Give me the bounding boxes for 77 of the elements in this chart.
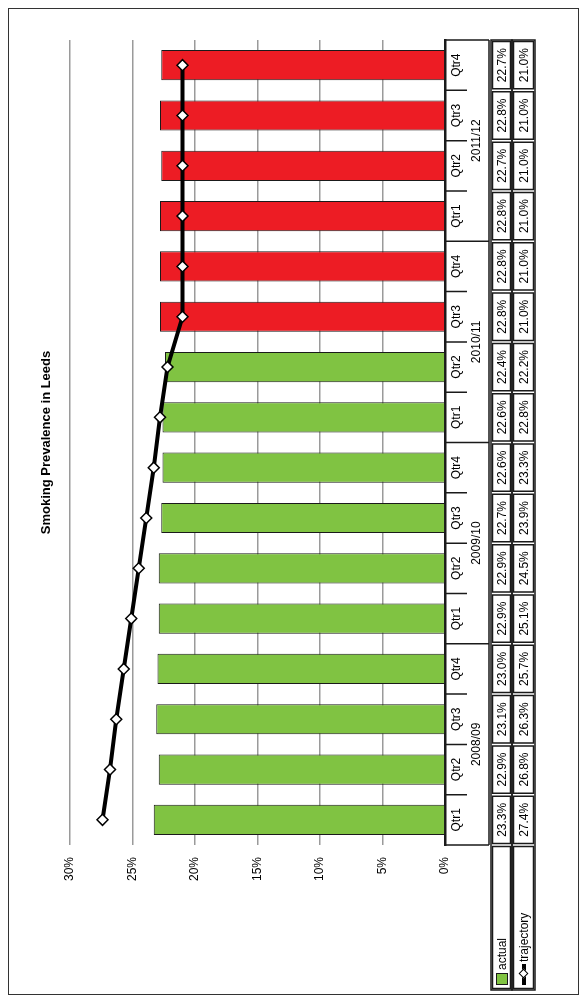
data-label: 23.3% bbox=[516, 450, 531, 485]
y-tick-label: Qtr4 bbox=[449, 656, 464, 681]
point bbox=[176, 209, 189, 223]
data-label: 21.0% bbox=[516, 198, 531, 234]
data-label: 25.1% bbox=[516, 601, 531, 636]
x-tick-label: 15% bbox=[249, 856, 264, 882]
point bbox=[176, 260, 189, 273]
x-tick-label: 5% bbox=[374, 856, 389, 875]
text: 2009/10 bbox=[469, 521, 484, 565]
point bbox=[140, 511, 153, 525]
y-tick-label: Qtr3 bbox=[449, 707, 464, 731]
text: 2008/09 bbox=[469, 722, 484, 767]
point bbox=[176, 58, 189, 72]
y-tick-label: Qtr2 bbox=[449, 556, 464, 580]
point bbox=[103, 763, 117, 776]
data-label: 22.2% bbox=[516, 349, 531, 385]
data-label: 27.4% bbox=[516, 802, 531, 837]
x-tick-label: 20% bbox=[187, 856, 202, 882]
y-tick-label: Qtr1 bbox=[449, 405, 464, 430]
data-label: 23.3% bbox=[494, 802, 509, 837]
data-label: 22.8% bbox=[494, 299, 509, 334]
data-label: 21.0% bbox=[516, 299, 531, 334]
data-label: 22.6% bbox=[494, 400, 509, 435]
y-tick-label: Qtr3 bbox=[449, 103, 464, 128]
data-label: 22.6% bbox=[494, 450, 509, 485]
data-label: 22.7% bbox=[494, 500, 509, 535]
data-label: 21.0% bbox=[516, 249, 531, 284]
point bbox=[161, 360, 174, 374]
x-tick-label: 0% bbox=[437, 856, 452, 875]
data-label: 26.8% bbox=[516, 752, 531, 787]
data-label: 21.0% bbox=[516, 47, 531, 83]
data-label: 22.7% bbox=[494, 47, 509, 83]
data-label: 21.0% bbox=[516, 98, 531, 133]
y-tick-label: Qtr3 bbox=[449, 505, 464, 530]
data-label: 22.4% bbox=[494, 349, 509, 385]
y-tick-label: Qtr1 bbox=[449, 204, 464, 228]
data-label: 22.9% bbox=[494, 601, 509, 636]
text: 2010/11 bbox=[469, 320, 484, 364]
y-tick-label: Qtr4 bbox=[449, 254, 464, 279]
data-label: 21.0% bbox=[516, 148, 531, 183]
data-label: 22.7% bbox=[494, 148, 509, 183]
data-label: 26.3% bbox=[516, 701, 531, 737]
point bbox=[176, 159, 189, 173]
data-label: 22.9% bbox=[494, 752, 509, 787]
x-tick-label: 30% bbox=[62, 856, 77, 882]
data-label: 23.1% bbox=[494, 701, 509, 737]
point bbox=[96, 813, 109, 827]
point bbox=[176, 109, 189, 122]
data-label: 22.9% bbox=[494, 550, 509, 586]
y-tick-label: Qtr2 bbox=[449, 153, 464, 178]
y-tick-label: Qtr4 bbox=[449, 53, 464, 77]
text: Smoking Prevalence in Leeds bbox=[37, 350, 53, 535]
text: actual bbox=[494, 937, 509, 970]
y-tick-label: Qtr4 bbox=[449, 455, 464, 480]
x-tick-label: 25% bbox=[124, 856, 139, 882]
data-label: 23.9% bbox=[516, 500, 531, 535]
text: trajectory bbox=[516, 912, 531, 962]
data-label: 22.8% bbox=[516, 400, 531, 435]
x-tick-label: 10% bbox=[312, 856, 327, 882]
data-label: 22.8% bbox=[494, 98, 509, 133]
point bbox=[147, 461, 160, 474]
point bbox=[132, 562, 145, 575]
data-label: 23.0% bbox=[494, 651, 509, 686]
point bbox=[153, 411, 167, 424]
y-tick-label: Qtr1 bbox=[449, 606, 464, 631]
data-label: 22.8% bbox=[494, 249, 509, 284]
data-label: 25.7% bbox=[516, 651, 531, 686]
point bbox=[117, 662, 130, 676]
point bbox=[110, 712, 123, 726]
data-label: 24.5% bbox=[516, 550, 531, 586]
text: 2011/12 bbox=[469, 119, 484, 162]
data-label: 22.8% bbox=[494, 198, 509, 234]
y-tick-label: Qtr2 bbox=[449, 757, 464, 782]
point bbox=[125, 612, 138, 625]
y-tick-label: Qtr2 bbox=[449, 355, 464, 379]
y-tick-label: Qtr3 bbox=[449, 304, 464, 329]
y-tick-label: Qtr1 bbox=[449, 807, 464, 832]
